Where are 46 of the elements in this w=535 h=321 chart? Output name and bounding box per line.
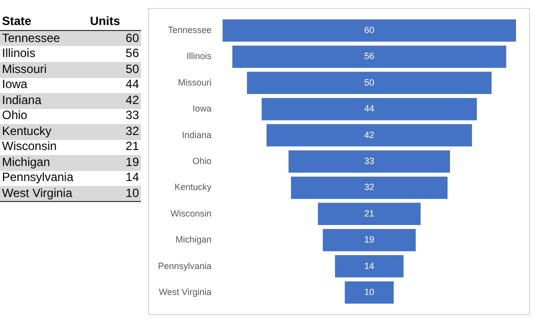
category-label: Pennsylvania bbox=[158, 260, 212, 271]
data-label: 50 bbox=[364, 77, 374, 88]
category-label: Missouri bbox=[178, 77, 212, 88]
category-label: West Virginia bbox=[0, 186, 88, 202]
category-label: Michigan bbox=[1, 154, 52, 170]
category-label: Indiana bbox=[1, 92, 42, 108]
data-label: 32 bbox=[364, 182, 374, 192]
category-label: Kentucky bbox=[174, 182, 212, 192]
data-label: 21 bbox=[364, 208, 374, 218]
data-label: 56 bbox=[364, 51, 374, 62]
category-label: Iowa bbox=[1, 77, 28, 92]
data-label: 60 bbox=[364, 24, 374, 35]
data-label: 14 bbox=[364, 260, 374, 271]
data-label: 42 bbox=[364, 130, 374, 140]
category-label: Kentucky bbox=[1, 124, 52, 139]
data-label: 19 bbox=[124, 154, 140, 170]
data-label: 56 bbox=[124, 46, 140, 62]
category-label: Iowa bbox=[192, 104, 212, 114]
category-label: Wisconsin bbox=[170, 208, 212, 218]
data-label: 33 bbox=[364, 156, 374, 166]
category-label: Missouri bbox=[1, 62, 48, 77]
category-label: Indiana bbox=[182, 130, 212, 140]
data-label: 21 bbox=[124, 139, 140, 154]
data-label: 14 bbox=[124, 170, 140, 186]
category-label: Michigan bbox=[176, 234, 212, 245]
text: State bbox=[0, 14, 88, 30]
data-label: 60 bbox=[124, 30, 140, 46]
data-label: 44 bbox=[124, 77, 140, 92]
data-label: 44 bbox=[364, 104, 374, 114]
data-label: 50 bbox=[124, 62, 140, 77]
data-label: 32 bbox=[124, 124, 140, 139]
data-label: 33 bbox=[124, 108, 140, 124]
data-label: 19 bbox=[364, 234, 374, 245]
category-label: Tennessee bbox=[168, 24, 212, 35]
category-label: Tennessee bbox=[1, 30, 62, 46]
category-label: Ohio bbox=[1, 108, 28, 124]
data-label: 42 bbox=[124, 92, 140, 108]
text: Units bbox=[88, 14, 141, 30]
data-label: 10 bbox=[364, 286, 374, 297]
category-label: Illinois bbox=[186, 51, 212, 62]
category-label: West Virginia bbox=[158, 286, 212, 297]
category-label: Illinois bbox=[1, 46, 36, 62]
category-label: Ohio bbox=[192, 156, 212, 166]
category-label: Wisconsin bbox=[1, 139, 58, 154]
category-label: Pennsylvania bbox=[1, 170, 74, 186]
data-label: 10 bbox=[88, 186, 141, 202]
